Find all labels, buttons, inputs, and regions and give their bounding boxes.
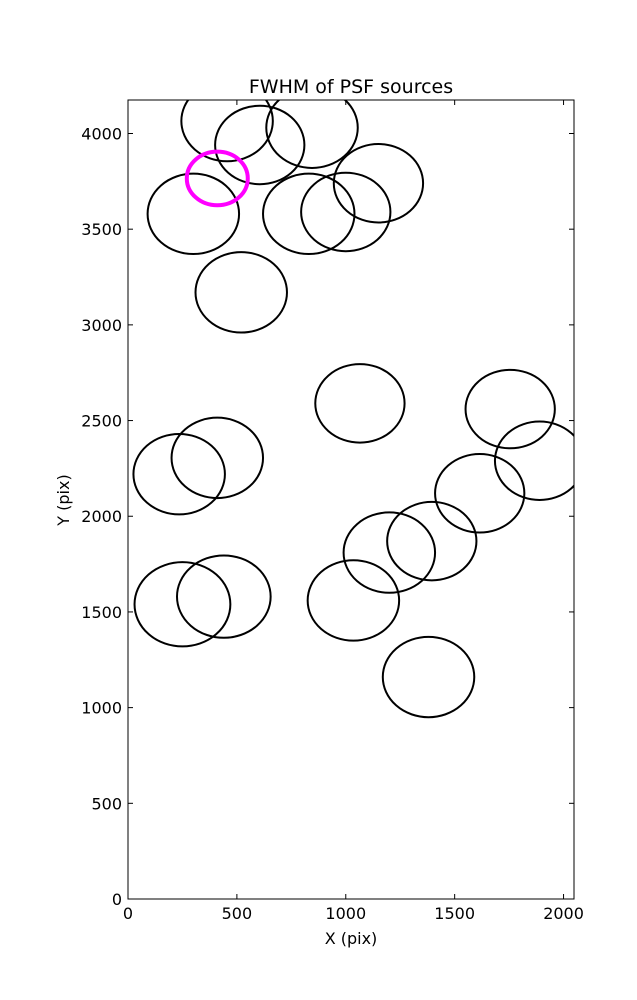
- psf-circle: [434, 453, 526, 534]
- psf-circle: [146, 172, 241, 256]
- y-tick-label: 3500: [81, 220, 122, 239]
- psf-circle: [464, 368, 556, 450]
- chart-title: FWHM of PSF sources: [249, 76, 453, 98]
- psf-circle: [175, 554, 272, 639]
- plot-frame: [127, 99, 575, 900]
- psf-circle: [265, 100, 359, 169]
- psf-circle: [133, 561, 232, 648]
- psf-circles-layer: [132, 100, 574, 719]
- psf-circle: [306, 559, 401, 642]
- psf-circle: [170, 416, 265, 500]
- y-tick-label: 0: [112, 890, 122, 909]
- psf-circle: [262, 172, 356, 256]
- y-tick-label: 2000: [81, 507, 122, 526]
- psf-circle: [381, 635, 476, 719]
- y-axis-ticks: 0 500 1000 1500 2000 2500 3000 3500 4000: [81, 124, 574, 909]
- y-tick-label: 3000: [81, 316, 122, 335]
- x-axis-label: X (pix): [325, 929, 378, 948]
- psf-circle: [194, 251, 288, 334]
- x-tick-label: 0: [123, 904, 133, 923]
- y-axis-label: Y (pix): [54, 474, 73, 526]
- psf-circle: [386, 500, 478, 582]
- y-tick-label: 500: [91, 794, 122, 813]
- y-tick-label: 4000: [81, 124, 122, 143]
- x-tick-label: 1000: [325, 904, 366, 923]
- psf-circle: [132, 432, 226, 516]
- psf-circle: [314, 363, 406, 444]
- psf-circle: [493, 420, 574, 501]
- y-tick-label: 1000: [81, 699, 122, 718]
- y-tick-label: 2500: [81, 412, 122, 431]
- x-axis-ticks: 0 500 1000 1500 2000: [123, 100, 584, 923]
- psf-circle: [332, 143, 425, 224]
- x-tick-label: 500: [222, 904, 253, 923]
- psf-circle: [300, 171, 392, 253]
- psf-circle: [214, 104, 306, 186]
- x-tick-label: 1500: [434, 904, 475, 923]
- x-tick-label: 2000: [543, 904, 584, 923]
- psf-circle: [180, 100, 274, 163]
- psf-circle: [342, 511, 437, 594]
- y-tick-label: 1500: [81, 603, 122, 622]
- highlighted-psf-circle: [184, 149, 250, 208]
